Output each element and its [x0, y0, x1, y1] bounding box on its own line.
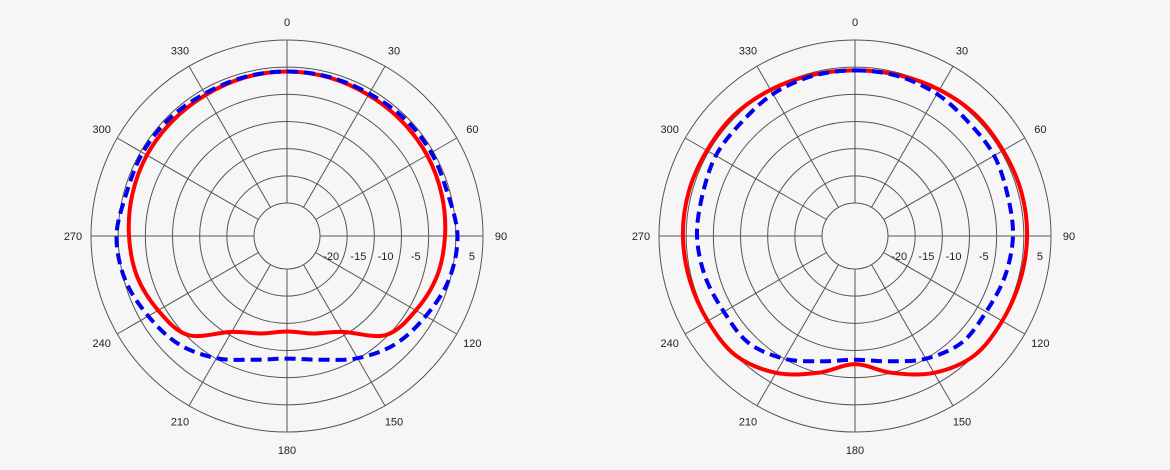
grid-spoke	[871, 264, 954, 406]
radial-tick-label: 5	[1037, 251, 1043, 263]
series-line-dashed	[694, 68, 1016, 364]
angle-label: 30	[388, 46, 400, 58]
series-line-solid	[126, 69, 448, 339]
angle-label: 180	[278, 445, 296, 457]
series-line-dashed	[114, 69, 460, 362]
grid-ring	[253, 202, 321, 270]
angle-label: 180	[846, 445, 864, 457]
grid-spoke	[315, 137, 457, 220]
grid-spoke	[303, 66, 386, 208]
radial-tick-label: -5	[411, 251, 421, 263]
grid-spoke	[303, 264, 386, 406]
angle-label: 210	[171, 416, 189, 428]
series-line-solid	[680, 68, 1030, 377]
angle-label: 120	[463, 338, 481, 350]
radial-tick-label: 5	[469, 251, 475, 263]
angle-label: 300	[660, 124, 678, 136]
grid-spoke	[188, 66, 271, 208]
angle-label: 0	[284, 17, 290, 29]
radial-tick-label: -20	[323, 251, 339, 263]
angle-label: 0	[852, 17, 858, 29]
radial-tick-label: -20	[891, 251, 907, 263]
angle-label: 120	[1031, 338, 1049, 350]
angle-label: 60	[466, 124, 478, 136]
polar-chart-left: 0 30 60 90 120 150 180 210 240 270 300 330 -20 -15 -10…	[64, 17, 507, 457]
grid-spoke	[756, 264, 839, 406]
angle-label: 30	[956, 46, 968, 58]
grid-spoke	[117, 137, 259, 220]
angle-label: 210	[739, 416, 757, 428]
angle-label: 90	[495, 231, 507, 243]
grid-spoke	[315, 252, 457, 335]
angle-label: 60	[1034, 124, 1046, 136]
angle-label: 150	[385, 416, 403, 428]
angle-label: 90	[1063, 231, 1075, 243]
radial-tick-label: -15	[350, 251, 366, 263]
polar-chart-right: 0 30 60 90 120 150 180 210 240 270 300 330 -20 -15 -10…	[632, 17, 1075, 457]
angle-label: 270	[632, 231, 650, 243]
radial-tick-label: -15	[918, 251, 934, 263]
angle-label: 270	[64, 231, 82, 243]
grid-spoke	[117, 252, 259, 335]
angle-label: 330	[171, 46, 189, 58]
grid-spoke	[188, 264, 271, 406]
angle-label: 300	[92, 124, 110, 136]
radial-tick-label: -10	[378, 251, 394, 263]
angle-label: 240	[92, 338, 110, 350]
grid-spoke	[685, 137, 827, 220]
angle-label: 240	[660, 338, 678, 350]
angle-label: 330	[739, 46, 757, 58]
radial-tick-label: -5	[979, 251, 989, 263]
grid-spoke	[883, 137, 1025, 220]
radial-tick-label: -10	[946, 251, 962, 263]
grid-ring	[821, 202, 889, 270]
angle-label: 150	[953, 416, 971, 428]
